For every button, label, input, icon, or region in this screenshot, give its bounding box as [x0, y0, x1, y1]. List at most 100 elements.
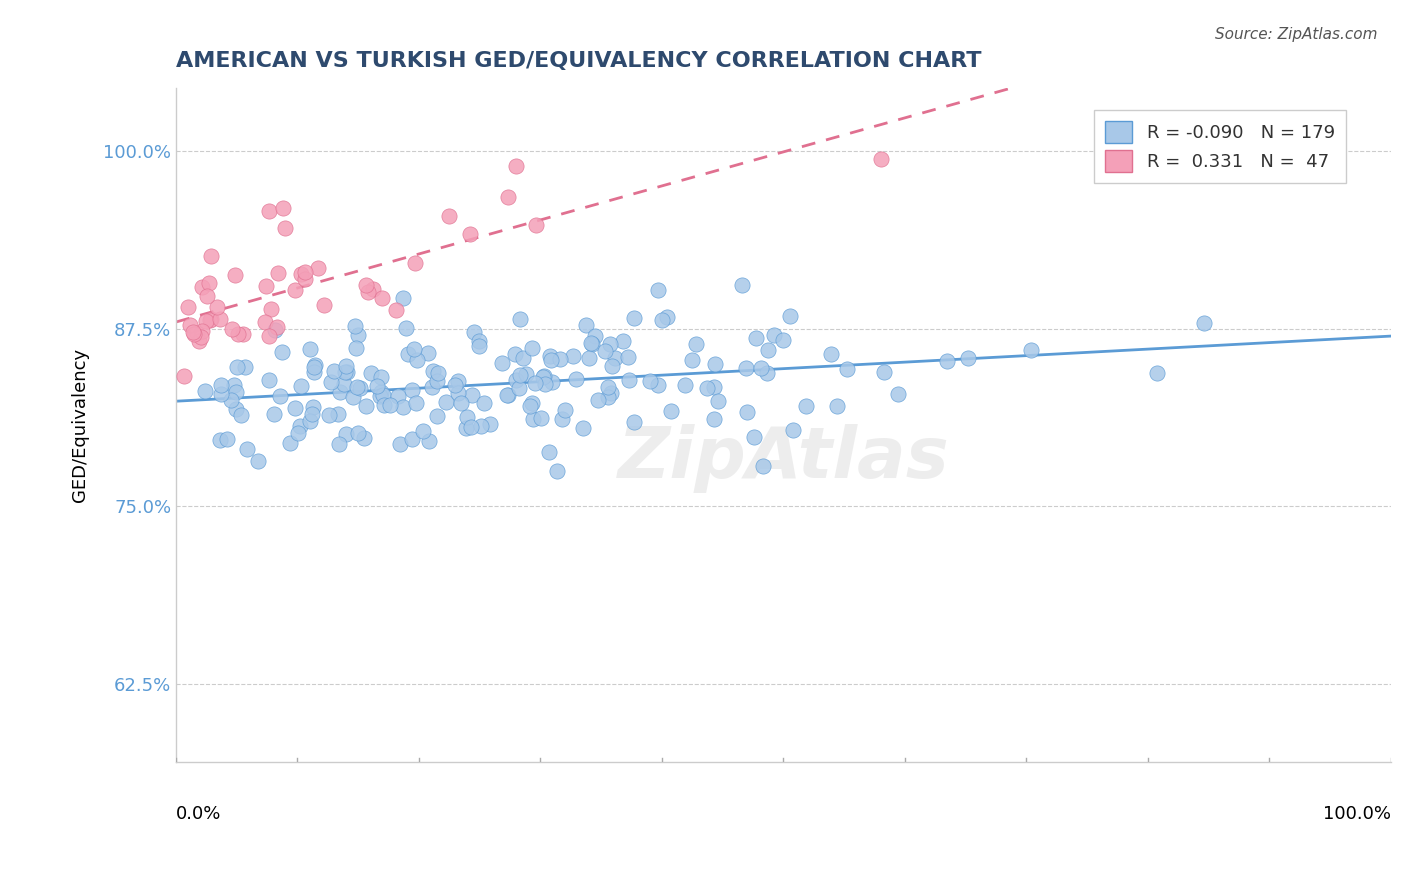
Point	[869, 152, 891, 166]
Point	[347, 328, 370, 343]
Point	[401, 432, 423, 446]
Point	[187, 334, 209, 348]
Point	[405, 396, 427, 410]
Point	[468, 338, 491, 352]
Point	[333, 377, 356, 392]
Point	[335, 426, 357, 441]
Point	[519, 399, 541, 413]
Point	[505, 373, 527, 387]
Point	[522, 412, 544, 426]
Point	[574, 318, 596, 333]
Legend: R = -0.090   N = 179, R =  0.331   N =  47: R = -0.090 N = 179, R = 0.331 N = 47	[1094, 110, 1346, 183]
Point	[370, 384, 392, 399]
Point	[284, 283, 307, 297]
Point	[447, 375, 470, 389]
Point	[439, 210, 461, 224]
Point	[391, 291, 413, 305]
Point	[772, 333, 794, 347]
Point	[520, 395, 543, 409]
Point	[538, 349, 561, 363]
Point	[344, 318, 367, 333]
Point	[198, 313, 221, 327]
Point	[290, 419, 312, 434]
Point	[396, 346, 419, 360]
Point	[479, 417, 502, 432]
Point	[454, 421, 477, 435]
Point	[651, 313, 673, 327]
Point	[347, 426, 370, 441]
Point	[336, 366, 359, 380]
Point	[515, 368, 537, 382]
Point	[260, 301, 283, 316]
Point	[420, 379, 443, 393]
Point	[219, 392, 242, 407]
Point	[284, 401, 307, 415]
Point	[505, 159, 527, 173]
Point	[402, 343, 425, 357]
Point	[346, 379, 368, 393]
Point	[422, 364, 444, 378]
Point	[873, 365, 896, 379]
Point	[617, 373, 640, 387]
Point	[294, 265, 316, 279]
Point	[696, 381, 718, 395]
Point	[271, 202, 294, 216]
Point	[387, 389, 409, 403]
Point	[205, 300, 228, 314]
Point	[1146, 366, 1168, 380]
Point	[599, 337, 621, 351]
Point	[274, 221, 297, 235]
Point	[456, 409, 478, 424]
Point	[233, 359, 256, 374]
Point	[307, 261, 329, 276]
Point	[312, 298, 335, 312]
Point	[302, 360, 325, 375]
Point	[208, 311, 231, 326]
Point	[225, 402, 247, 417]
Point	[593, 343, 616, 358]
Point	[447, 385, 470, 400]
Point	[418, 434, 440, 449]
Point	[681, 353, 703, 368]
Point	[520, 341, 543, 355]
Point	[936, 354, 959, 368]
Point	[302, 365, 325, 379]
Point	[236, 442, 259, 456]
Point	[179, 318, 201, 332]
Point	[512, 351, 534, 365]
Point	[600, 359, 623, 373]
Point	[600, 386, 623, 401]
Point	[703, 380, 725, 394]
Point	[217, 433, 239, 447]
Point	[186, 326, 208, 341]
Point	[598, 380, 620, 394]
Point	[353, 431, 375, 445]
Point	[886, 386, 908, 401]
Point	[328, 437, 350, 451]
Point	[756, 343, 779, 358]
Point	[509, 368, 531, 383]
Point	[572, 420, 595, 434]
Point	[190, 279, 212, 293]
Point	[579, 335, 602, 350]
Point	[461, 388, 484, 402]
Point	[554, 402, 576, 417]
Point	[837, 362, 859, 376]
Point	[302, 400, 325, 414]
Point	[224, 378, 246, 392]
Point	[509, 311, 531, 326]
Point	[561, 349, 583, 363]
Point	[328, 408, 350, 422]
Point	[370, 370, 392, 384]
Point	[491, 356, 513, 370]
Point	[259, 329, 281, 343]
Point	[616, 351, 638, 365]
Point	[647, 378, 669, 392]
Point	[361, 282, 384, 296]
Point	[232, 326, 254, 341]
Point	[208, 433, 231, 447]
Point	[450, 396, 472, 410]
Point	[444, 377, 467, 392]
Point	[388, 437, 411, 451]
Point	[468, 334, 491, 348]
